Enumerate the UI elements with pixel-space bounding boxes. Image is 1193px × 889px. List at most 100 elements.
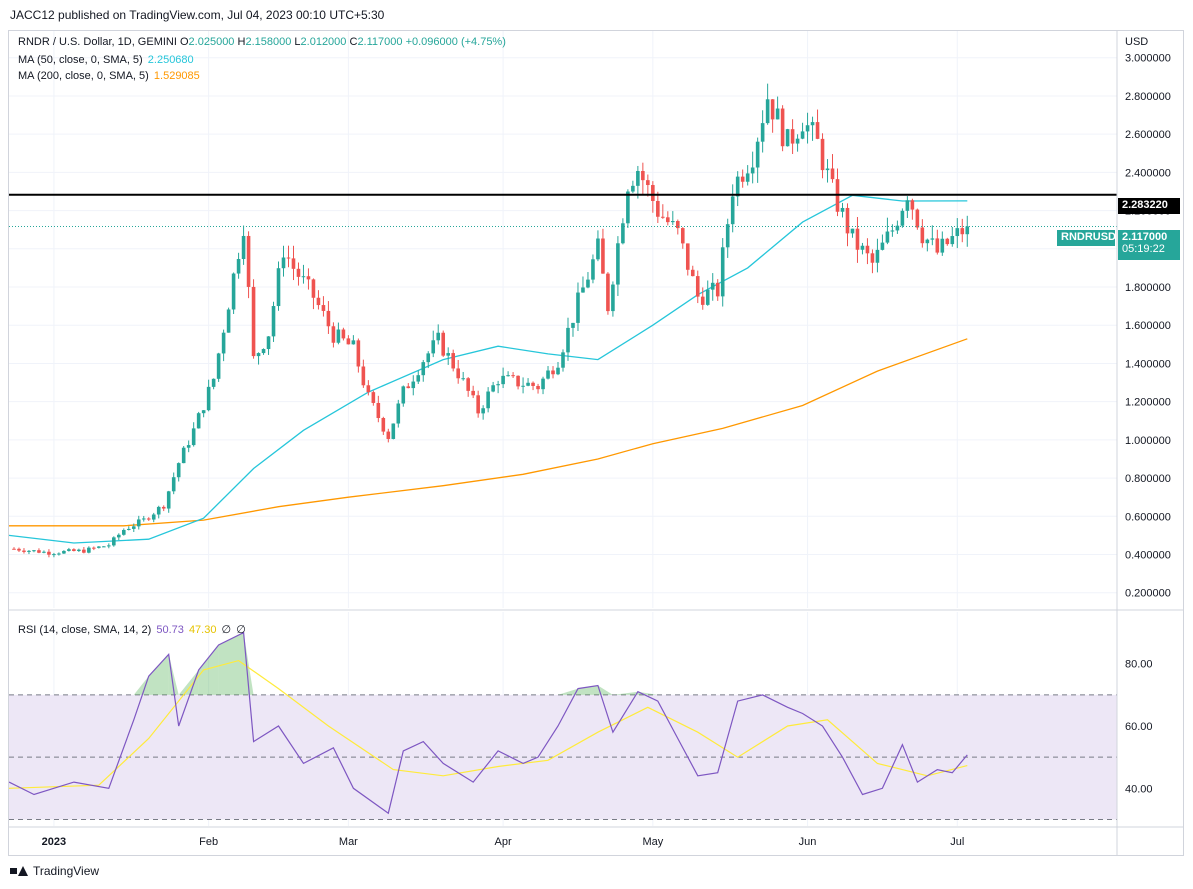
candle-body — [186, 445, 191, 448]
candle-body — [62, 550, 66, 554]
ma50-line — [9, 194, 968, 544]
candle-body — [715, 282, 720, 297]
candle-body — [561, 352, 565, 368]
candle-body — [710, 282, 715, 290]
candle-body — [336, 329, 341, 343]
candle-body — [925, 239, 930, 244]
price-axis-tick: 1.200000 — [1125, 397, 1171, 409]
candle-body — [141, 518, 146, 520]
candle-body — [700, 296, 705, 305]
candle-body — [546, 370, 550, 379]
candle-body — [391, 423, 396, 439]
rsi-axis-tick: 40.00 — [1125, 783, 1153, 795]
rsi-overbought-fill — [198, 645, 219, 695]
tradingview-logo-icon — [10, 866, 28, 876]
candle-body — [556, 367, 560, 375]
price-axis-tick: 1.400000 — [1125, 358, 1171, 370]
price-axis-tick: 0.200000 — [1125, 588, 1171, 600]
candle-body — [82, 549, 86, 553]
candle-body — [840, 207, 845, 212]
candle-body — [271, 306, 276, 337]
candle-body — [850, 228, 855, 234]
candle-body — [875, 249, 880, 263]
candle-body — [112, 537, 116, 546]
time-axis-tick: Mar — [339, 836, 358, 848]
candle-body — [236, 259, 241, 274]
candle-body — [616, 243, 620, 285]
time-axis-tick: Apr — [495, 836, 512, 848]
candle-body — [621, 223, 625, 244]
candle-body — [581, 287, 585, 293]
candle-body — [441, 332, 446, 356]
candle-body — [266, 336, 271, 350]
candle-body — [37, 550, 41, 553]
candle-body — [27, 550, 31, 552]
candle-body — [795, 138, 800, 144]
legend-rsi-value: 50.73 — [156, 624, 184, 636]
candle-body — [685, 243, 690, 270]
candle-body — [131, 526, 136, 529]
candle-body — [750, 167, 755, 174]
candle-body — [121, 529, 126, 535]
rsi-overbought-fill — [178, 669, 199, 695]
candle-body — [870, 253, 875, 263]
legend-ma200-value: 1.529085 — [153, 70, 200, 82]
candle-body — [705, 289, 710, 305]
candle-body — [745, 173, 750, 182]
candle-body — [845, 207, 850, 234]
price-axis-tick: 2.600000 — [1125, 129, 1171, 141]
candle-body — [311, 279, 316, 298]
legend-rsi-ma-value: 47.30 — [188, 624, 217, 636]
candle-body — [830, 168, 835, 180]
candle-body — [456, 368, 460, 379]
candle-body — [361, 366, 366, 386]
candle-body — [865, 245, 870, 254]
candle-body — [935, 238, 940, 253]
ma200-line — [9, 338, 968, 527]
candle-body — [117, 534, 121, 538]
candle-body — [755, 141, 760, 168]
candle-body — [675, 221, 680, 229]
price-axis-tick: 1.000000 — [1125, 435, 1171, 447]
candle-body — [855, 228, 860, 250]
legend-ma200-label: MA (200, close, 0, SMA, 5) — [18, 70, 149, 82]
candle-body — [526, 382, 530, 386]
candle-body — [790, 129, 795, 144]
candle-body — [52, 554, 56, 556]
rsi-overbought-fill — [612, 691, 638, 695]
candle-body — [785, 129, 790, 147]
candle-body — [17, 548, 21, 551]
candle-body — [201, 410, 206, 414]
candle-body — [910, 200, 915, 210]
candle-body — [321, 305, 326, 311]
candle-body — [730, 196, 735, 225]
candle-body — [895, 225, 900, 231]
price-axis-tick: 1.600000 — [1125, 320, 1171, 332]
candle-body — [671, 221, 675, 223]
candle-body — [87, 547, 91, 553]
candle-body — [805, 125, 810, 132]
candle-body — [965, 226, 970, 235]
brand-footer[interactable]: TradingView — [10, 864, 99, 878]
legend-ma200: MA (200, close, 0, SMA, 5) 1.529085 — [18, 70, 200, 82]
candle-body — [631, 185, 635, 192]
candle-body — [661, 216, 665, 218]
candle-body — [890, 230, 895, 232]
candle-body — [376, 402, 381, 419]
candle-body — [386, 431, 391, 439]
candle-body — [541, 378, 545, 390]
candle-body — [606, 273, 610, 312]
candle-body — [406, 386, 411, 389]
rsi-axis-tick: 80.00 — [1125, 659, 1153, 671]
candle-body — [351, 340, 356, 345]
candle-body — [102, 546, 106, 548]
candle-body — [551, 370, 555, 375]
price-axis-tick: 2.400000 — [1125, 167, 1171, 179]
candle-body — [341, 329, 346, 339]
candle-body — [77, 549, 81, 552]
candle-body — [216, 353, 221, 379]
rsi-overbought-fill — [133, 676, 149, 695]
candle-body — [416, 375, 421, 382]
candle-body — [955, 228, 960, 237]
